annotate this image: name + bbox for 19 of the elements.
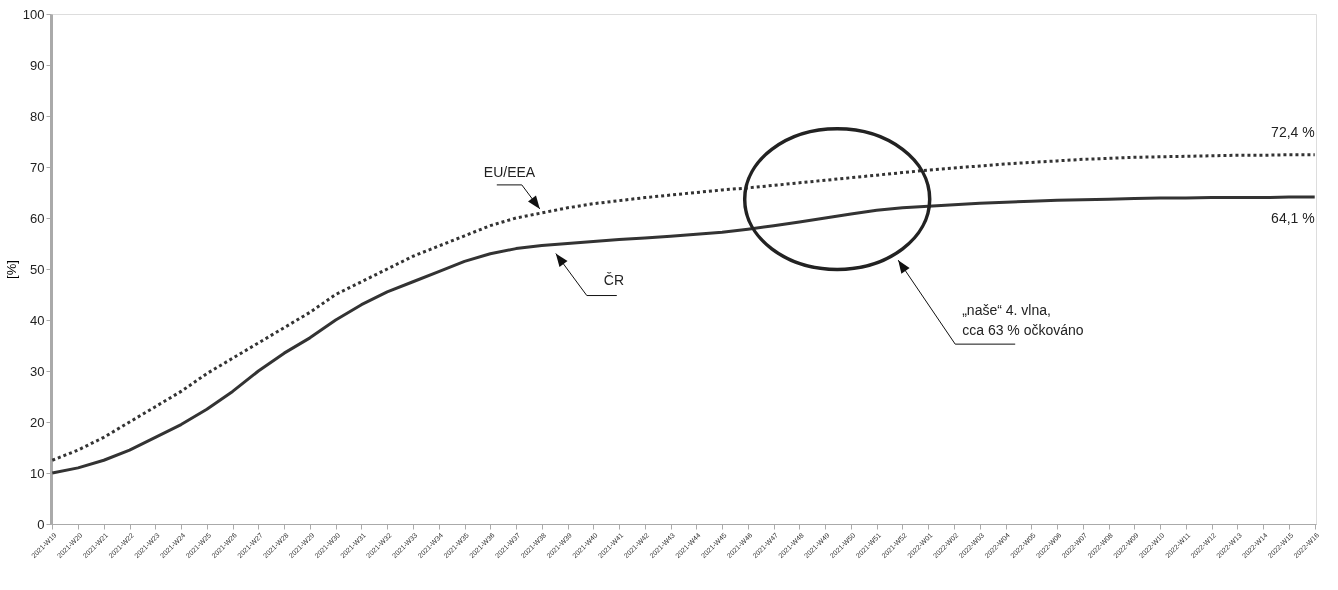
y-axis-title: [%]: [3, 260, 19, 279]
annotation: 64,1 %: [1271, 210, 1315, 227]
y-tick-label: 100: [22, 6, 45, 22]
text: ČR: [603, 271, 625, 288]
y-tick-label: 10: [30, 465, 45, 481]
y-tick-label: 20: [30, 414, 45, 430]
y-tick-label: 50: [30, 261, 45, 277]
annotation: 72,4 %: [1271, 123, 1315, 140]
y-tick-label: 0: [37, 516, 45, 532]
text: EU/EEA: [483, 163, 536, 180]
y-tick-label: 80: [30, 108, 45, 124]
y-tick-label: 90: [30, 57, 45, 73]
y-tick-label: 30: [30, 363, 45, 379]
y-tick-label: 40: [30, 312, 45, 328]
line-series: [50, 195, 1317, 475]
annotation: „naše“ 4. vlna, cca 63 % očkováno: [962, 302, 1084, 339]
y-tick-label: 60: [30, 210, 45, 226]
line-series: [50, 153, 1317, 462]
y-tick-label: 70: [30, 159, 45, 175]
